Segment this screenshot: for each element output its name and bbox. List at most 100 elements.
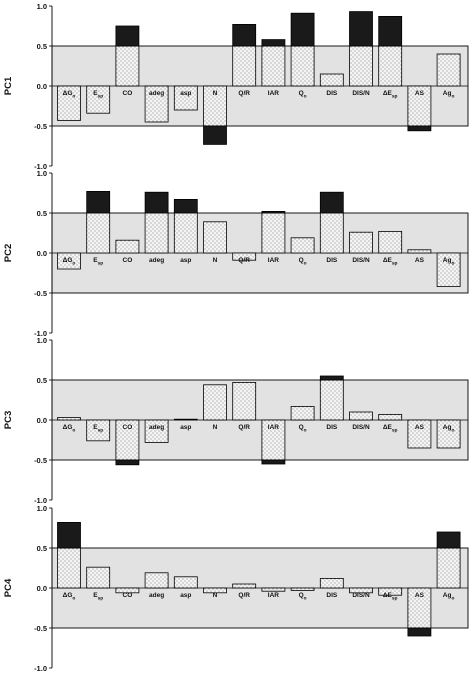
bar bbox=[173, 212, 198, 254]
bar bbox=[378, 413, 403, 421]
bar bbox=[261, 45, 286, 87]
y-axis-label: PC4 bbox=[3, 578, 14, 597]
category-label: N bbox=[213, 90, 218, 97]
category-label: N bbox=[213, 424, 218, 431]
category-label: DIS/N bbox=[352, 90, 370, 97]
bar bbox=[378, 230, 403, 254]
category-label: ΔGo bbox=[63, 424, 76, 434]
bar bbox=[86, 419, 111, 442]
bar bbox=[319, 379, 344, 421]
y-tick-label: 0.5 bbox=[37, 209, 47, 218]
y-tick-label: 0.5 bbox=[37, 376, 47, 385]
y-tick-label: 1.0 bbox=[37, 2, 47, 11]
category-label: Q/R bbox=[238, 90, 250, 97]
y-axis-label: PC1 bbox=[3, 76, 14, 95]
category-label: ΔGo bbox=[63, 257, 76, 267]
bar bbox=[232, 252, 257, 261]
y-tick-label: -1.0 bbox=[34, 496, 47, 505]
bar-excess bbox=[436, 531, 461, 549]
category-label: Qo bbox=[299, 257, 307, 267]
category-label: Esp bbox=[93, 257, 103, 267]
bar bbox=[436, 53, 461, 87]
category-label: N bbox=[213, 257, 218, 264]
bar bbox=[232, 583, 257, 589]
category-label: ΔGo bbox=[63, 592, 76, 602]
category-label: Qo bbox=[299, 90, 307, 100]
bar bbox=[173, 576, 198, 589]
category-label: DIS bbox=[326, 424, 338, 431]
bar bbox=[436, 419, 461, 449]
bar bbox=[115, 587, 140, 594]
category-label: Ago bbox=[443, 90, 455, 100]
category-label: Esp bbox=[93, 424, 103, 434]
category-label: asp bbox=[180, 257, 191, 264]
bar bbox=[290, 405, 315, 421]
bar bbox=[349, 587, 373, 594]
bar-excess bbox=[173, 198, 198, 214]
bar-excess bbox=[115, 459, 140, 466]
category-label: DIS bbox=[326, 592, 338, 599]
bar bbox=[203, 384, 227, 421]
bar-excess bbox=[349, 11, 373, 47]
bar bbox=[115, 239, 140, 254]
category-label: adeg bbox=[149, 257, 164, 264]
category-label: asp bbox=[180, 90, 191, 97]
y-tick-label: 0.0 bbox=[37, 416, 47, 425]
category-label: adeg bbox=[149, 592, 164, 599]
category-label: N bbox=[213, 592, 218, 599]
bar bbox=[290, 587, 315, 591]
bar bbox=[232, 381, 257, 421]
y-tick-label: 0.0 bbox=[37, 249, 47, 258]
bar bbox=[57, 547, 81, 589]
bar bbox=[290, 237, 315, 254]
category-label: DIS/N bbox=[352, 424, 370, 431]
bar-excess bbox=[57, 522, 81, 549]
panel-2: 1.0 0.5 0.0 -0.5 -1.0 PC2 ΔGo Esp CO adeg asp N Q/R I… bbox=[3, 169, 469, 338]
panel-3: 1.0 0.5 0.0 -0.5 -1.0 PC3 ΔGo Esp CO adeg asp N Q/R I… bbox=[3, 336, 469, 505]
category-label: AS bbox=[415, 592, 425, 599]
category-label: Qo bbox=[299, 592, 307, 602]
bar-excess bbox=[261, 210, 286, 214]
category-label: Ago bbox=[443, 257, 455, 267]
bar bbox=[319, 578, 344, 589]
y-tick-label: 0.0 bbox=[37, 584, 47, 593]
bar bbox=[173, 85, 198, 111]
y-tick-label: -1.0 bbox=[34, 329, 47, 338]
category-label: CO bbox=[123, 592, 133, 599]
category-label: CO bbox=[123, 90, 133, 97]
bar bbox=[144, 85, 169, 123]
bar-excess bbox=[86, 190, 111, 214]
bar bbox=[319, 73, 344, 87]
bar-excess bbox=[407, 627, 432, 637]
bar bbox=[232, 45, 257, 87]
category-label: ΔEsp bbox=[383, 592, 398, 602]
bar-excess bbox=[115, 25, 140, 47]
y-axis-label: PC2 bbox=[3, 244, 14, 262]
bar bbox=[378, 587, 403, 596]
category-label: DIS bbox=[326, 90, 338, 97]
bar bbox=[86, 85, 111, 114]
category-label: Q/R bbox=[238, 424, 250, 431]
bar bbox=[86, 566, 111, 589]
bar-excess bbox=[203, 125, 227, 145]
category-label: CO bbox=[123, 424, 133, 431]
y-axis-label: PC3 bbox=[3, 411, 14, 429]
category-label: IAR bbox=[268, 257, 280, 264]
category-label: asp bbox=[180, 592, 191, 599]
category-label: DIS bbox=[326, 257, 338, 264]
category-label: adeg bbox=[149, 90, 164, 97]
category-label: Qo bbox=[299, 424, 307, 434]
bar bbox=[261, 587, 286, 592]
y-tick-label: -0.5 bbox=[34, 456, 47, 465]
bar-excess bbox=[290, 12, 315, 47]
bar-excess bbox=[261, 39, 286, 47]
bar bbox=[115, 45, 140, 87]
category-label: IAR bbox=[268, 424, 280, 431]
bar bbox=[349, 411, 373, 421]
bar-excess bbox=[144, 191, 169, 214]
bar bbox=[436, 547, 461, 589]
category-label: ΔEsp bbox=[383, 90, 398, 100]
bar bbox=[57, 85, 81, 121]
bar bbox=[290, 45, 315, 87]
panel-1: 1.0 0.5 0.0 -0.5 -1.0 PC1 ΔGo Esp CO adeg asp N Q/R I… bbox=[3, 2, 469, 171]
